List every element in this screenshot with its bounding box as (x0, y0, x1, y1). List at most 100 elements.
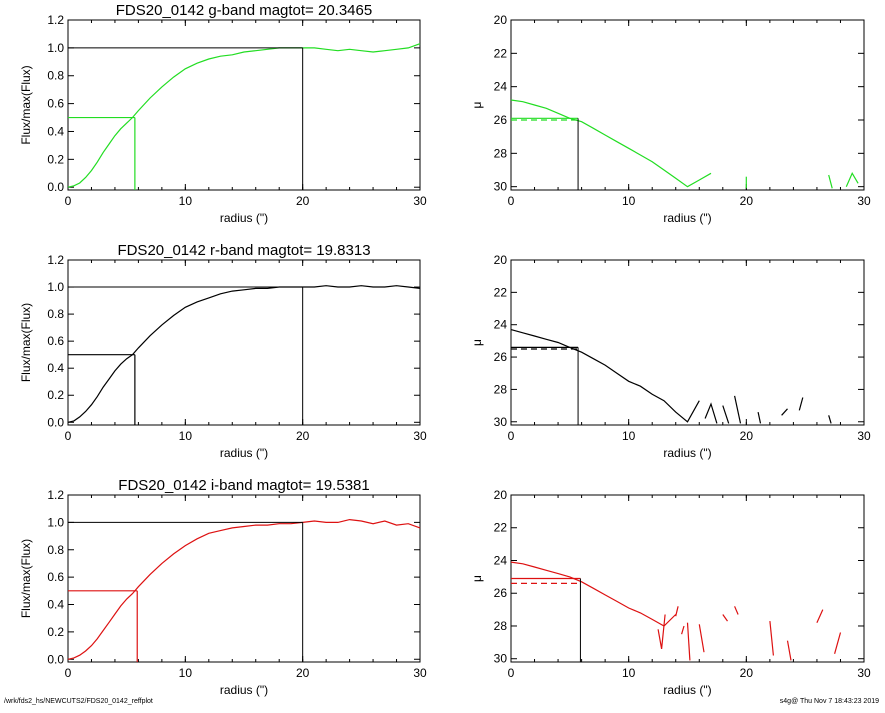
y-axis-label: μ (470, 575, 484, 582)
y-tick-label: 1.2 (47, 488, 64, 502)
series-line (510, 329, 700, 423)
y-tick-label: 0.4 (47, 124, 64, 138)
panel-title: FDS20_0142 g-band magtot= 20.3465 (116, 2, 372, 19)
x-axis-label: radius (") (663, 683, 711, 697)
plot-frame (67, 19, 421, 191)
y-tick-label: 1.2 (47, 253, 64, 267)
x-tick-label: 10 (179, 666, 193, 680)
series-fragment (781, 408, 788, 416)
footer-timestamp: s4g@ Thu Nov 7 18:43:23 2019 (779, 698, 879, 705)
y-tick-label: 0.8 (47, 543, 64, 557)
y-tick-label: 30 (494, 652, 508, 666)
y-tick-label: 0.4 (47, 598, 64, 612)
x-tick-label: 20 (740, 666, 754, 680)
y-tick-label: 28 (494, 382, 508, 396)
x-tick-label: 10 (622, 194, 636, 208)
y-tick-label: 22 (494, 285, 508, 299)
series-fragment (722, 405, 730, 424)
series-line (67, 43, 421, 188)
y-axis-label: μ (470, 101, 484, 108)
x-tick-label: 10 (622, 429, 636, 443)
y-tick-label: 24 (494, 80, 508, 94)
y-tick-label: 0.0 (47, 652, 64, 666)
y-tick-label: 20 (494, 488, 508, 502)
y-tick-label: 28 (494, 619, 508, 633)
y-tick-label: 0.6 (47, 97, 64, 111)
series-line (510, 561, 677, 627)
panel-i-growth: 0 10 20 30 0.0 0.2 0.4 0.6 0.8 1.0 1.2 radius (") Fl… (19, 477, 427, 697)
y-tick-label: 30 (494, 180, 508, 194)
y-tick-label: 1.0 (47, 515, 64, 529)
series-fragment (734, 395, 742, 424)
panel-title: FDS20_0142 r-band magtot= 19.8313 (117, 242, 370, 259)
y-tick-label: 24 (494, 553, 508, 567)
series-fragment (845, 171, 859, 187)
x-tick-label: 30 (413, 194, 427, 208)
plot-frame (67, 494, 421, 663)
series-line (67, 518, 421, 660)
y-axis-label: Flux/max(Flux) (19, 539, 33, 618)
y-tick-label: 0.6 (47, 570, 64, 584)
x-tick-label: 10 (179, 429, 193, 443)
series-line (67, 285, 421, 423)
x-tick-label: 0 (508, 194, 515, 208)
x-tick-label: 0 (65, 194, 72, 208)
series-fragment (834, 632, 842, 654)
x-axis-label: radius (") (663, 211, 711, 225)
panel-i-profile: 0 10 20 30 20 22 24 26 28 30 radius (") μ (470, 488, 871, 697)
x-tick-label: 0 (65, 429, 72, 443)
y-tick-label: 0.2 (47, 152, 64, 166)
footer-file-path: /wrk/fds2_hs/NEWCUTS2/FDS20_0142_reffplo… (4, 698, 153, 705)
series-fragment (686, 622, 691, 661)
x-tick-label: 10 (622, 666, 636, 680)
series-fragment (816, 609, 824, 623)
panel-r-growth: 0 10 20 30 0.0 0.2 0.4 0.6 0.8 1.0 1.2 radius (") Fl… (19, 242, 427, 460)
y-tick-label: 0.4 (47, 361, 64, 375)
x-axis-label: radius (") (220, 446, 268, 460)
series-fragment (681, 625, 685, 635)
y-tick-label: 22 (494, 46, 508, 60)
x-tick-label: 0 (65, 666, 72, 680)
x-tick-label: 0 (508, 429, 515, 443)
x-tick-label: 10 (179, 194, 193, 208)
series-fragment (704, 402, 718, 424)
series-line (510, 99, 712, 188)
panel-g-growth: 0 10 20 30 0.0 0.2 0.4 0.6 0.8 1.0 1.2 radius (") Fl… (19, 2, 427, 225)
y-tick-label: 26 (494, 586, 508, 600)
y-tick-label: 0.2 (47, 625, 64, 639)
y-tick-label: 20 (494, 13, 508, 27)
series-fragment (734, 606, 739, 615)
x-tick-label: 20 (740, 429, 754, 443)
x-tick-label: 30 (857, 666, 871, 680)
series-fragment (675, 606, 679, 617)
y-tick-label: 30 (494, 415, 508, 429)
series-fragment (722, 614, 728, 622)
panel-title: FDS20_0142 i-band magtot= 19.5381 (118, 477, 369, 494)
plot-frame (510, 19, 865, 191)
series-fragment (769, 621, 774, 656)
y-axis-label: Flux/max(Flux) (19, 65, 33, 144)
x-axis-label: radius (") (663, 446, 711, 460)
y-tick-label: 22 (494, 521, 508, 535)
x-tick-label: 30 (857, 429, 871, 443)
y-tick-label: 0.8 (47, 69, 64, 83)
y-tick-label: 26 (494, 350, 508, 364)
series-fragment (657, 614, 666, 650)
y-tick-label: 24 (494, 318, 508, 332)
x-tick-label: 20 (296, 194, 310, 208)
x-tick-label: 20 (296, 666, 310, 680)
plot-frame (510, 259, 865, 426)
x-tick-label: 30 (857, 194, 871, 208)
x-axis-label: radius (") (220, 683, 268, 697)
y-tick-label: 0.6 (47, 334, 64, 348)
series-fragment (698, 624, 705, 653)
panel-g-profile: 0 10 20 30 20 22 24 26 28 30 radius (") μ (470, 13, 871, 225)
series-fragment (786, 640, 792, 661)
x-tick-label: 20 (296, 429, 310, 443)
x-tick-label: 30 (413, 666, 427, 680)
y-tick-label: 1.0 (47, 280, 64, 294)
y-axis-label: μ (470, 339, 484, 346)
y-tick-label: 0.2 (47, 388, 64, 402)
plot-frame (67, 259, 421, 426)
